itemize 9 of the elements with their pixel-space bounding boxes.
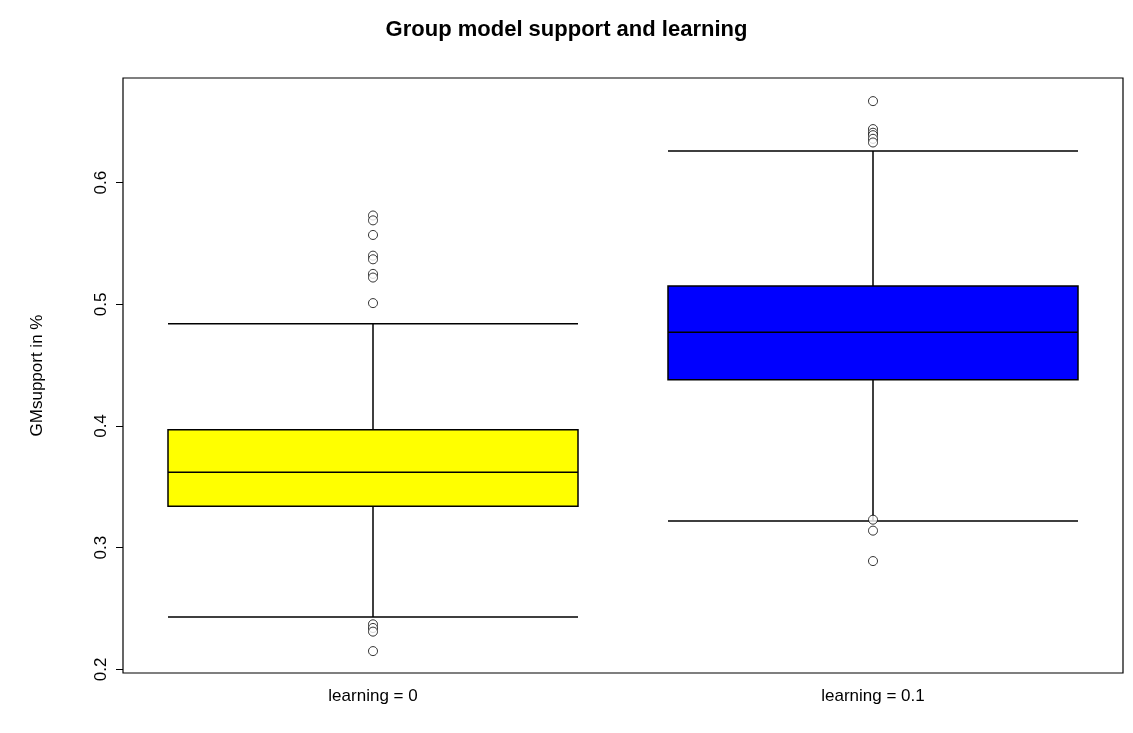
y-tick-label: 0.4	[91, 414, 110, 438]
x-tick-label: learning = 0.1	[821, 686, 925, 705]
y-tick-label: 0.2	[91, 657, 110, 682]
y-tick-label: 0.6	[91, 170, 110, 195]
y-tick-label: 0.5	[91, 292, 110, 317]
y-tick-label: 0.3	[91, 535, 110, 560]
x-tick-label: learning = 0	[328, 686, 418, 705]
chart-title: Group model support and learning	[385, 15, 748, 41]
y-axis-title: GMsupport in %	[27, 314, 46, 437]
